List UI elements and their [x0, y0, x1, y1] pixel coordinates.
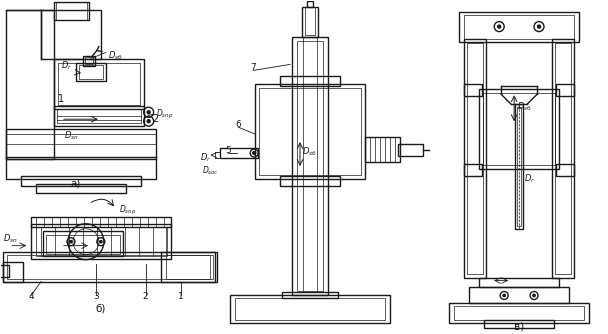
Bar [21, 176, 140, 186]
Bar [230, 296, 390, 323]
Text: 6: 6 [235, 120, 241, 129]
Bar [552, 38, 574, 278]
Bar [76, 63, 106, 81]
Circle shape [147, 120, 150, 123]
Bar [259, 88, 361, 175]
Circle shape [533, 294, 535, 297]
Bar [83, 56, 95, 66]
Bar [3, 252, 218, 282]
Bar [58, 63, 140, 105]
Bar [305, 7, 315, 34]
Bar [31, 224, 171, 259]
Bar [454, 306, 584, 320]
Bar [255, 85, 365, 179]
Bar [280, 76, 340, 86]
Circle shape [147, 111, 150, 114]
Bar [302, 7, 318, 36]
Bar [54, 59, 143, 109]
Bar [469, 288, 569, 303]
Bar [282, 293, 338, 299]
Bar [465, 164, 482, 176]
Text: $D_r$: $D_r$ [524, 173, 535, 185]
Bar [57, 109, 140, 123]
Bar [36, 184, 126, 193]
Circle shape [498, 25, 500, 28]
Text: 4: 4 [29, 293, 34, 302]
Bar [6, 10, 54, 159]
Bar [0, 265, 9, 277]
Text: $D_{s\rm б}$: $D_{s\rm б}$ [108, 49, 123, 62]
Text: $D_{s\rm б}$: $D_{s\rm б}$ [302, 146, 317, 158]
Bar [7, 255, 213, 279]
Text: 5: 5 [226, 146, 231, 155]
Text: $D_{snp}$: $D_{snp}$ [156, 108, 173, 121]
Text: $D_{s\rm б}$: $D_{s\rm б}$ [517, 100, 532, 113]
Bar [161, 252, 215, 282]
Circle shape [70, 240, 72, 243]
Text: $D_r$: $D_r$ [61, 60, 72, 72]
Bar [297, 40, 323, 292]
Text: а): а) [71, 179, 81, 189]
Bar [85, 57, 93, 64]
Bar [449, 303, 589, 323]
Bar [465, 15, 574, 38]
Bar [555, 42, 571, 274]
Bar [79, 65, 103, 79]
Bar [235, 299, 385, 320]
Text: 2: 2 [143, 293, 148, 302]
Bar [220, 148, 258, 158]
Text: $D_r$: $D_r$ [201, 152, 212, 164]
Bar [479, 89, 559, 169]
Bar [479, 278, 559, 288]
Bar [6, 129, 156, 159]
Text: $D_{sn}$: $D_{sn}$ [64, 130, 78, 142]
Bar [41, 10, 101, 59]
Text: $D_{soc}$: $D_{soc}$ [202, 164, 219, 176]
Bar [43, 231, 123, 256]
Bar [46, 235, 120, 254]
Bar [465, 38, 486, 278]
Circle shape [503, 294, 505, 297]
Bar [515, 104, 523, 229]
Bar [280, 176, 340, 186]
Bar [556, 85, 574, 96]
Bar [165, 255, 210, 279]
Circle shape [253, 152, 256, 155]
Text: $D_{sn}$: $D_{sn}$ [3, 232, 18, 245]
Bar [54, 2, 89, 20]
Bar [54, 106, 143, 126]
Circle shape [537, 25, 541, 28]
Bar [484, 320, 554, 328]
Circle shape [100, 240, 102, 243]
Text: 1: 1 [178, 293, 184, 302]
Bar [398, 144, 423, 156]
Text: 2: 2 [153, 114, 159, 124]
Text: б): б) [95, 303, 106, 313]
Bar [517, 107, 521, 226]
Text: 3: 3 [93, 293, 98, 302]
Text: 7: 7 [250, 63, 256, 72]
Bar [6, 157, 156, 179]
Bar [36, 227, 165, 256]
Bar [460, 12, 579, 41]
Bar [31, 217, 171, 227]
Text: в): в) [514, 321, 524, 331]
Text: $D_{snp}$: $D_{snp}$ [119, 204, 136, 217]
Bar [483, 93, 555, 165]
Bar [365, 137, 399, 162]
Bar [465, 85, 482, 96]
Bar [292, 36, 328, 296]
Text: 1: 1 [58, 94, 64, 104]
Bar [3, 262, 23, 282]
Bar [468, 42, 483, 274]
Bar [307, 1, 313, 7]
Bar [556, 164, 574, 176]
